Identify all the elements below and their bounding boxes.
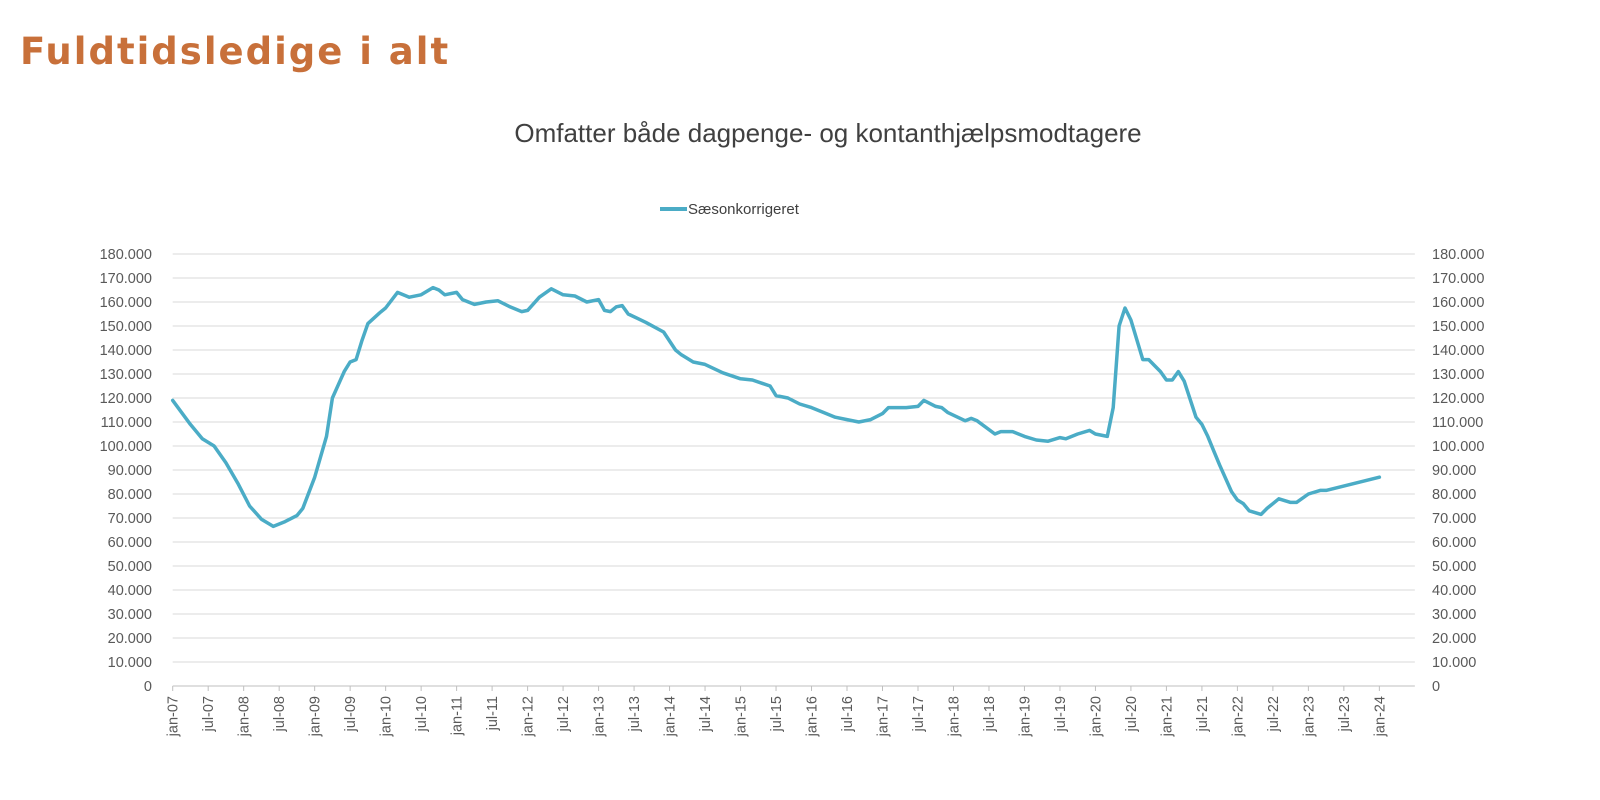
y-tick-label-right: 10.000: [1432, 655, 1476, 671]
y-tick-label-right: 120.000: [1432, 391, 1484, 407]
y-tick-label-left: 70.000: [108, 511, 152, 527]
y-axis-left: 0 10.000 20.000 30.000 40.000 50.000 60.000 70.…: [100, 247, 152, 695]
y-tick-label-left: 0: [144, 679, 152, 695]
gridlines: [172, 253, 1415, 663]
x-tick-label: jan-11: [450, 696, 466, 736]
x-tick-label: jan-14: [663, 696, 679, 737]
y-tick-label-right: 170.000: [1432, 271, 1484, 287]
y-tick-label-right: 140.000: [1432, 343, 1484, 359]
x-tick-label: jul-15: [769, 696, 785, 732]
x-tick-label: jan-22: [1230, 696, 1246, 737]
x-tick-label: jul-12: [556, 696, 572, 732]
x-tick-label: jan-13: [592, 696, 608, 737]
y-tick-label-right: 70.000: [1432, 511, 1476, 527]
x-tick-label: jul-11: [485, 696, 501, 731]
y-tick-label-right: 160.000: [1432, 295, 1484, 311]
x-tick-label: jul-21: [1195, 696, 1211, 732]
y-tick-label-right: 80.000: [1432, 487, 1476, 503]
page-title: Fuldtidsledige i alt: [20, 30, 451, 73]
x-tick-label: jul-19: [1053, 696, 1069, 732]
x-tick-label: jan-18: [946, 696, 962, 737]
legend: Sæsonkorrigeret: [660, 201, 800, 218]
x-tick-label: jan-15: [734, 696, 750, 737]
y-tick-label-right: 130.000: [1432, 367, 1484, 383]
y-tick-label-right: 110.000: [1432, 415, 1483, 431]
y-tick-label-right: 150.000: [1432, 319, 1484, 335]
y-tick-label-left: 40.000: [108, 583, 152, 599]
y-tick-label-right: 50.000: [1432, 559, 1476, 575]
y-tick-label-left: 30.000: [108, 607, 152, 623]
x-tick-label: jan-21: [1159, 696, 1175, 737]
y-tick-label-right: 40.000: [1432, 583, 1476, 599]
y-tick-label-right: 100.000: [1432, 439, 1484, 455]
x-tick-label: jul-13: [627, 696, 643, 732]
y-tick-label-right: 30.000: [1432, 607, 1476, 623]
x-tick-label: jan-10: [379, 696, 395, 737]
y-tick-label-left: 170.000: [100, 271, 152, 287]
y-tick-label-left: 60.000: [108, 535, 152, 551]
x-tick-label: jan-24: [1372, 696, 1388, 737]
x-tick-label: jan-09: [308, 696, 324, 737]
series-line-saesonkorrigeret: [170, 285, 1382, 529]
x-tick-label: jul-16: [840, 696, 856, 732]
x-tick-label: jan-23: [1301, 696, 1317, 737]
y-tick-label-left: 100.000: [100, 439, 152, 455]
y-tick-label-right: 20.000: [1432, 631, 1476, 647]
y-tick-label-left: 90.000: [108, 463, 152, 479]
series: [170, 285, 1382, 529]
y-tick-label-left: 20.000: [108, 631, 152, 647]
x-tick-label: jan-19: [1017, 696, 1033, 737]
y-tick-label-right: 180.000: [1432, 247, 1484, 263]
y-tick-label-right: 0: [1432, 679, 1440, 695]
y-tick-label-left: 180.000: [100, 247, 152, 263]
x-tick-label: jan-16: [805, 696, 821, 737]
y-tick-label-left: 140.000: [100, 343, 152, 359]
x-tick-label: jan-07: [166, 696, 182, 737]
y-tick-label-left: 80.000: [108, 487, 152, 503]
x-tick-label: jul-17: [911, 696, 927, 732]
y-tick-label-left: 150.000: [100, 319, 152, 335]
y-tick-label-left: 50.000: [108, 559, 152, 575]
y-tick-label-left: 120.000: [100, 391, 152, 407]
y-tick-label-right: 60.000: [1432, 535, 1476, 551]
x-tick-label: jul-18: [982, 696, 998, 732]
x-tick-label: jul-10: [414, 696, 430, 732]
x-tick-label: jul-23: [1337, 696, 1353, 732]
legend-label: Sæsonkorrigeret: [688, 201, 800, 218]
x-tick-label: jan-20: [1088, 696, 1104, 737]
x-tick-label: jul-07: [201, 696, 217, 732]
x-tick-label: jul-08: [272, 696, 288, 732]
y-axis-right: 0 10.000 20.000 30.000 40.000 50.000 60.000 70.…: [1432, 247, 1484, 695]
x-tick-label: jul-09: [343, 696, 359, 732]
y-tick-label-right: 90.000: [1432, 463, 1476, 479]
x-tick-label: jan-08: [237, 696, 253, 737]
y-tick-label-left: 10.000: [108, 655, 152, 671]
y-tick-label-left: 110.000: [101, 415, 152, 431]
y-tick-label-left: 130.000: [100, 367, 152, 383]
x-tick-label: jul-14: [698, 696, 714, 732]
x-tick-label: jan-17: [876, 696, 892, 737]
x-tick-label: jul-20: [1124, 696, 1140, 732]
x-tick-label: jan-12: [521, 696, 537, 737]
y-tick-label-left: 160.000: [100, 295, 152, 311]
chart-title: Omfatter både dagpenge- og kontanthjælps…: [514, 118, 1141, 148]
x-tick-label: jul-22: [1266, 696, 1282, 732]
x-axis: jan-07 jul-07 jan-08 jul-08 jan-09 jul-09 jan-…: [166, 685, 1415, 737]
